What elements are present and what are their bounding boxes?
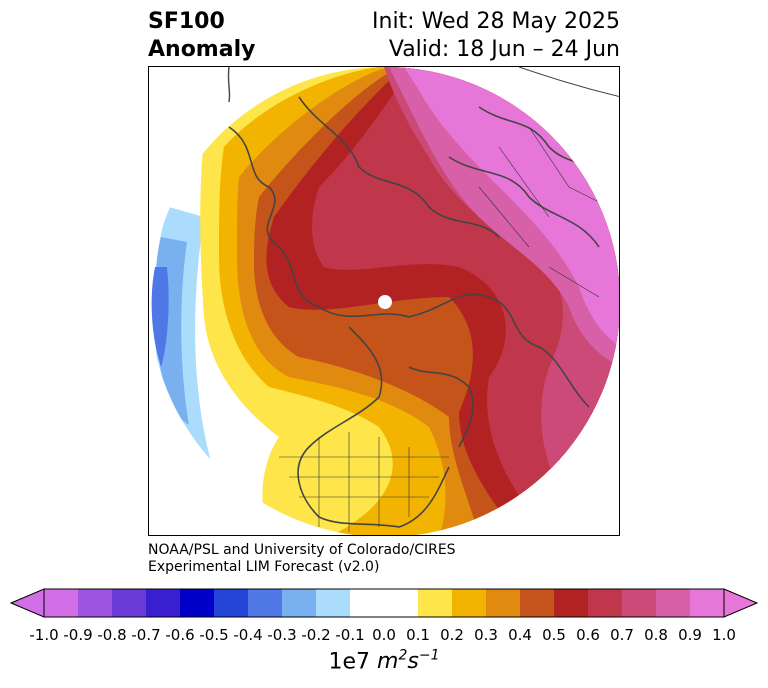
colorbar-segment bbox=[350, 589, 385, 617]
polar-stereographic-map bbox=[150, 67, 619, 535]
colorbar-tick-label: -0.8 bbox=[97, 626, 127, 644]
colorbar-tick-label: 0.3 bbox=[474, 626, 498, 644]
colorbar-tick-label: 0.9 bbox=[678, 626, 702, 644]
colorbar-tick-label: -0.2 bbox=[301, 626, 331, 644]
credit-line-1: NOAA/PSL and University of Colorado/CIRE… bbox=[148, 542, 456, 558]
negative-anomaly-core bbox=[151, 267, 169, 367]
colorbar-tick-label: -0.5 bbox=[199, 626, 229, 644]
corner-coastline-ne bbox=[518, 67, 619, 98]
colorbar-tick-label: -0.1 bbox=[335, 626, 365, 644]
political-borders bbox=[279, 126, 610, 532]
colorbar-segment bbox=[418, 589, 453, 617]
forecast-dates: Init: Wed 28 May 2025 Valid: 18 Jun – 24… bbox=[372, 8, 620, 64]
init-date: Init: Wed 28 May 2025 bbox=[372, 9, 620, 34]
colorbar-segment bbox=[384, 589, 419, 617]
colorbar-segment bbox=[248, 589, 283, 617]
colorbar-tick-label: 0.6 bbox=[576, 626, 600, 644]
corner-coastline-nw bbox=[227, 67, 231, 103]
credit-line-2: Experimental LIM Forecast (v2.0) bbox=[148, 559, 380, 575]
colorbar-segment bbox=[622, 589, 657, 617]
colorbar-segment bbox=[146, 589, 181, 617]
units-m: m bbox=[377, 649, 399, 675]
colorbar-tick-label: -0.6 bbox=[165, 626, 195, 644]
colorbar-extend-min bbox=[10, 588, 45, 618]
colorbar-segment bbox=[214, 589, 249, 617]
colorbar-segment bbox=[112, 589, 147, 617]
valid-range: Valid: 18 Jun – 24 Jun bbox=[388, 37, 620, 62]
colorbar-segment bbox=[316, 589, 351, 617]
colorbar-tick-label: -0.9 bbox=[63, 626, 93, 644]
units-scale: 1e7 bbox=[328, 649, 378, 675]
colorbar-segment bbox=[690, 589, 725, 617]
colorbar-units: 1e7 m2s−1 bbox=[0, 648, 768, 674]
colorbar-segment bbox=[78, 589, 113, 617]
colorbar-segment bbox=[554, 589, 589, 617]
colorbar-segment bbox=[486, 589, 521, 617]
colorbar-tick-label: 0.5 bbox=[542, 626, 566, 644]
colorbar-tick-label: 0.0 bbox=[372, 626, 396, 644]
colorbar-tick-label: -1.0 bbox=[29, 626, 59, 644]
polar-map-panel bbox=[148, 66, 620, 536]
colorbar-segment bbox=[452, 589, 487, 617]
units-s: s bbox=[407, 649, 419, 675]
map-title: SF100 Anomaly bbox=[148, 8, 255, 64]
colorbar-tick-label: -0.3 bbox=[267, 626, 297, 644]
colorbar-extend-max bbox=[723, 588, 758, 618]
colorbar-segment bbox=[588, 589, 623, 617]
colorbar-segment bbox=[180, 589, 215, 617]
data-credit: NOAA/PSL and University of Colorado/CIRE… bbox=[148, 542, 456, 576]
colorbar-tick-label: -0.7 bbox=[131, 626, 161, 644]
colorbar-tick-label: 0.7 bbox=[610, 626, 634, 644]
units-m-exponent: 2 bbox=[398, 648, 408, 664]
colorbar-outline bbox=[43, 588, 725, 618]
colorbar-segment bbox=[44, 589, 79, 617]
units-s-exponent: −1 bbox=[418, 648, 440, 664]
colorbar-segment bbox=[520, 589, 555, 617]
colorbar-tick-label: 0.2 bbox=[440, 626, 464, 644]
colorbar-tick-label: -0.4 bbox=[233, 626, 263, 644]
north-pole-marker bbox=[378, 295, 392, 309]
colorbar-tick-label: 1.0 bbox=[712, 626, 736, 644]
colorbar-segment bbox=[282, 589, 317, 617]
colorbar-tick-label: 0.8 bbox=[644, 626, 668, 644]
colorbar-segment bbox=[656, 589, 691, 617]
field-kind: Anomaly bbox=[148, 37, 256, 62]
colorbar bbox=[10, 588, 758, 618]
variable-name: SF100 bbox=[148, 9, 225, 34]
colorbar-tick-label: 0.1 bbox=[406, 626, 430, 644]
colorbar-tick-label: 0.4 bbox=[508, 626, 532, 644]
